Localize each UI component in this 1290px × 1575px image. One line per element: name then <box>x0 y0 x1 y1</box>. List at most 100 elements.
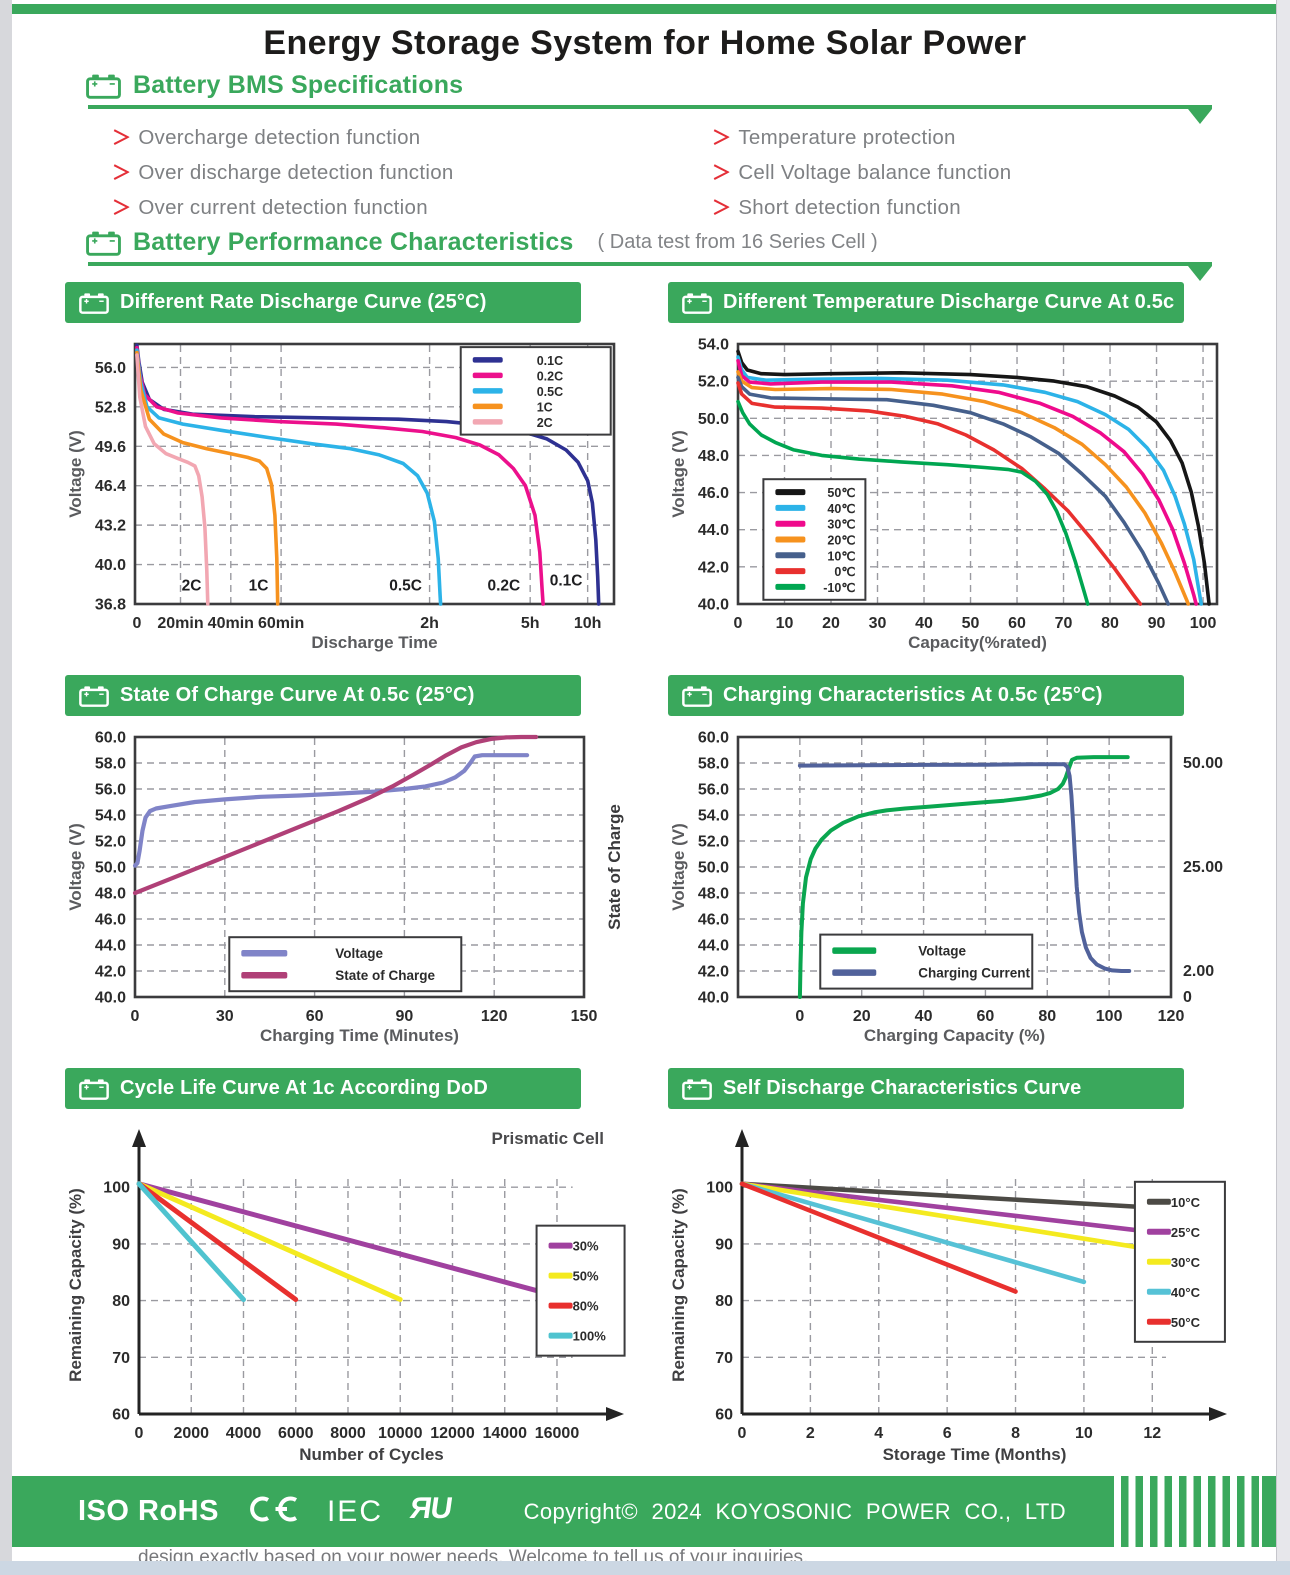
svg-text:14000: 14000 <box>482 1425 527 1442</box>
chart-canvas: 40.0 42.0 44.0 46.0 48.0 50.0 52.0 54.0 0 10 20 30 4… <box>669 337 1219 652</box>
svg-text:44.0: 44.0 <box>95 938 126 955</box>
svg-text:Remaining Capacity (%): Remaining Capacity (%) <box>669 1188 688 1382</box>
svg-text:0: 0 <box>131 1008 140 1025</box>
svg-text:0: 0 <box>734 615 743 632</box>
svg-text:42.0: 42.0 <box>95 964 126 981</box>
svg-text:Capacity(%rated): Capacity(%rated) <box>908 633 1047 652</box>
svg-text:100: 100 <box>1190 615 1217 632</box>
svg-text:50℃: 50℃ <box>827 486 855 500</box>
svg-text:100: 100 <box>103 1180 130 1197</box>
svg-text:20min: 20min <box>157 615 203 632</box>
svg-text:60min: 60min <box>258 615 304 632</box>
chart-canvas: 60 70 80 90 100 0 2 4 6 8 10 12 Storage Time (Months… <box>669 1129 1227 1464</box>
svg-text:10°C: 10°C <box>1171 1195 1201 1210</box>
feature-item: ＞ Over current detection function <box>112 193 712 220</box>
svg-text:80: 80 <box>1038 1008 1056 1025</box>
svg-text:54.0: 54.0 <box>698 808 729 825</box>
iso-rohs-logo: ISO RoHS <box>78 1495 219 1527</box>
chart-different-rate-discharge: Different Rate Discharge Curve (25°C) 36… <box>65 282 655 659</box>
svg-text:120: 120 <box>481 1008 508 1025</box>
svg-text:58.0: 58.0 <box>95 756 126 773</box>
chart-title-bar: Cycle Life Curve At 1c According DoD <box>65 1068 594 1122</box>
svg-text:2000: 2000 <box>173 1425 209 1442</box>
svg-text:8000: 8000 <box>330 1425 366 1442</box>
svg-text:Number of Cycles: Number of Cycles <box>299 1445 444 1464</box>
svg-text:-10℃: -10℃ <box>823 581 855 595</box>
feature-item: ＞ Short detection function <box>712 193 1278 220</box>
svg-text:30: 30 <box>869 615 887 632</box>
chart-self-discharge: Self Discharge Characteristics Curve 60 7… <box>668 1068 1258 1471</box>
svg-text:2C: 2C <box>537 416 553 430</box>
svg-text:2.00: 2.00 <box>1183 963 1214 980</box>
svg-text:25°C: 25°C <box>1171 1225 1201 1240</box>
feature-label: Short detection function <box>738 196 961 219</box>
svg-text:20: 20 <box>853 1008 871 1025</box>
chart-title: Self Discharge Characteristics Curve <box>723 1077 1082 1099</box>
svg-text:Discharge Time: Discharge Time <box>311 633 437 652</box>
svg-text:54.0: 54.0 <box>95 808 126 825</box>
svg-text:44.0: 44.0 <box>698 938 729 955</box>
svg-text:150: 150 <box>571 1008 598 1025</box>
svg-text:100: 100 <box>1096 1008 1123 1025</box>
chevron-right-icon: ＞ <box>712 198 732 219</box>
svg-text:36.8: 36.8 <box>95 597 126 614</box>
chart-title: Cycle Life Curve At 1c According DoD <box>120 1077 489 1099</box>
svg-text:50°C: 50°C <box>1171 1315 1201 1330</box>
svg-text:0.1C: 0.1C <box>537 354 563 368</box>
svg-text:1C: 1C <box>537 400 553 414</box>
svg-text:46.0: 46.0 <box>698 485 729 502</box>
svg-text:0.5C: 0.5C <box>389 577 422 594</box>
svg-text:52.0: 52.0 <box>95 834 126 851</box>
svg-text:12: 12 <box>1143 1425 1161 1442</box>
svg-text:4000: 4000 <box>226 1425 262 1442</box>
chart-cycle-life: Cycle Life Curve At 1c According DoD 60 7… <box>65 1068 655 1471</box>
copyright-text: Copyright© 2024 KOYOSONIC POWER CO., LTD <box>523 1498 1066 1524</box>
svg-text:44.0: 44.0 <box>698 522 729 539</box>
battery-icon <box>86 230 121 256</box>
svg-text:90: 90 <box>1148 615 1166 632</box>
svg-text:42.0: 42.0 <box>698 964 729 981</box>
chart-canvas: 60 70 80 90 100 0 2000 4000 6000 8000 10000 12000 14… <box>66 1129 626 1464</box>
feature-label: Over discharge detection function <box>138 161 454 184</box>
chart-title: State Of Charge Curve At 0.5c (25°C) <box>120 684 475 706</box>
chart-area: 40.0 42.0 44.0 46.0 48.0 50.0 52.0 54.0 56.0 58.0… <box>668 729 1258 1052</box>
svg-text:0.2C: 0.2C <box>537 369 563 383</box>
svg-text:60: 60 <box>112 1407 130 1424</box>
svg-text:0: 0 <box>135 1425 144 1442</box>
battery-icon <box>682 1078 712 1100</box>
chart-title-bar: Self Discharge Characteristics Curve <box>668 1068 1197 1122</box>
svg-text:90: 90 <box>112 1236 130 1253</box>
svg-text:State of Charge: State of Charge <box>335 968 435 983</box>
svg-text:10: 10 <box>776 615 794 632</box>
svg-text:0.5C: 0.5C <box>537 385 563 399</box>
feature-item: ＞ Temperature protection <box>712 123 1278 150</box>
svg-text:50.0: 50.0 <box>95 860 126 877</box>
divider-arrow-icon <box>1188 109 1212 124</box>
svg-text:Charging Current: Charging Current <box>918 966 1030 981</box>
iec-logo: IEC <box>326 1494 383 1528</box>
svg-text:Charging Time (Minutes): Charging Time (Minutes) <box>260 1026 459 1045</box>
svg-text:46.0: 46.0 <box>95 912 126 929</box>
ce-mark-icon <box>245 1496 301 1527</box>
section-divider <box>88 105 1212 124</box>
svg-text:30℃: 30℃ <box>827 518 855 532</box>
svg-text:2: 2 <box>806 1425 815 1442</box>
battery-icon <box>86 73 121 99</box>
chart-title: Different Rate Discharge Curve (25°C) <box>120 291 487 313</box>
chart-charging-characteristics: Charging Characteristics At 0.5c (25°C) … <box>668 675 1258 1052</box>
svg-text:40.0: 40.0 <box>698 990 729 1007</box>
chart-title-bar: State Of Charge Curve At 0.5c (25°C) <box>65 675 594 729</box>
section-subtitle: ( Data test from 16 Series Cell ) <box>597 231 878 253</box>
svg-text:Charging Capacity (%): Charging Capacity (%) <box>864 1026 1045 1045</box>
svg-text:30°C: 30°C <box>1171 1255 1201 1270</box>
svg-text:10h: 10h <box>574 615 602 632</box>
chart-canvas: 36.8 40.0 43.2 46.4 49.6 52.8 56.0 0 20min 40min 6… <box>66 342 616 652</box>
svg-text:52.0: 52.0 <box>698 374 729 391</box>
page-title: Energy Storage System for Home Solar Pow… <box>263 24 1027 62</box>
svg-text:70: 70 <box>112 1350 130 1367</box>
svg-text:Voltage (V): Voltage (V) <box>66 823 85 911</box>
svg-text:49.6: 49.6 <box>95 439 126 456</box>
svg-text:40: 40 <box>915 615 933 632</box>
